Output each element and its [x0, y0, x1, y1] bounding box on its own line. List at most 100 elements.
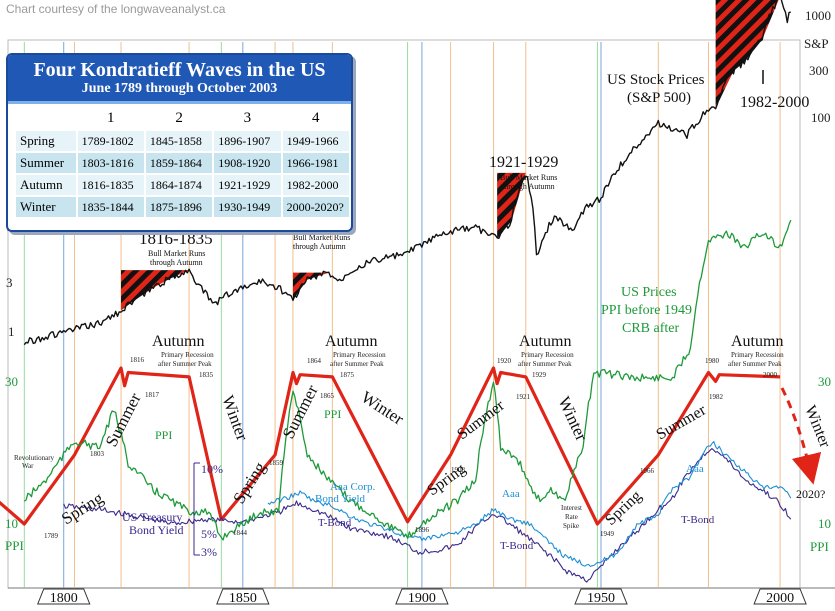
season-spring-2: Spring — [229, 458, 269, 507]
season-winter-4: Winter — [801, 403, 833, 451]
primary-recession-1-l2: after Summer Peak — [158, 360, 212, 368]
year-1982: 1982 — [709, 393, 724, 401]
svg-text:2000: 2000 — [766, 591, 794, 606]
table-cell: 1875-1896 — [145, 197, 213, 217]
table-cell: 1803-1816 — [77, 153, 144, 173]
season-cell: Spring — [16, 131, 76, 151]
ppi-line — [23, 219, 792, 541]
x-tick-1800: 1800 — [36, 588, 91, 606]
table-title: Four Kondratieff Waves in the US — [33, 59, 326, 81]
label-aaa-corp-1: Aaa Corp. — [330, 481, 375, 493]
bull-label-1921-1929: 1921-1929 — [489, 154, 558, 171]
bull-market-area-1 — [121, 270, 190, 311]
table-row: Autumn 1816-1835 1864-1874 1921-1929 198… — [16, 175, 349, 195]
right-tick-ppi-10: 10 — [818, 516, 831, 531]
year-1817: 1817 — [145, 391, 160, 399]
table-header-3: 3 — [243, 110, 252, 126]
table-cell: 1982-2000 — [282, 175, 349, 195]
wave-table: 1 2 3 4 Spring 1789-1802 1845-1858 1896-… — [14, 106, 351, 219]
table-cell: 1896-1907 — [214, 131, 281, 151]
left-tick-ppi-10: 10 — [5, 516, 18, 531]
year-1980: 1980 — [705, 357, 720, 365]
primary-recession-4-l2: after Summer Peak — [728, 360, 782, 368]
table-cell: 1816-1835 — [77, 175, 144, 195]
chart-credit: Chart courtesy of the longwaveanalyst.ca — [6, 2, 226, 16]
table-row: Summer 1803-1816 1859-1864 1908-1920 196… — [16, 153, 349, 173]
right-tick-ppi-30: 30 — [818, 374, 831, 389]
bull-note-1-line1: Bull Market Runs — [148, 249, 205, 258]
label-aaa-2: Aaa — [502, 488, 520, 500]
label-aaa-corp-2: Bond Yield — [315, 493, 366, 505]
label-tbond-1: T-Bond — [318, 517, 352, 529]
year-1875: 1875 — [340, 371, 355, 379]
svg-text:1900: 1900 — [408, 591, 436, 606]
year-1864: 1864 — [307, 357, 322, 365]
table-cell: 2000-2020? — [282, 197, 349, 217]
label-crb-after: CRB after — [622, 321, 679, 336]
year-1865: 1865 — [320, 392, 335, 400]
bull-note-3-line2: through Autumn — [502, 182, 555, 191]
table-header-blank — [16, 108, 76, 129]
season-autumn-2: Autumn — [325, 333, 377, 350]
season-winter-1: Winter — [218, 393, 252, 444]
primary-recession-3-l1: Primary Recession — [521, 351, 574, 359]
year-1966: 1966 — [640, 467, 655, 475]
primary-recession-2-l1: Primary Recession — [333, 351, 386, 359]
sp500-line — [23, 0, 792, 346]
label-2020-forecast: 2020? — [796, 487, 825, 501]
year-1803: 1803 — [90, 450, 105, 458]
season-winter-2: Winter — [358, 387, 408, 428]
table-box-header: Four Kondratieff Waves in the US June 17… — [8, 55, 351, 104]
year-1921: 1921 — [516, 393, 531, 401]
bull-note-2-line1: Bull Market Runs — [293, 233, 350, 242]
year-1859: 1859 — [269, 459, 284, 467]
winter-forecast-arrow — [780, 387, 822, 485]
label-sp500: (S&P 500) — [627, 90, 691, 106]
label-us-prices: US Prices — [621, 285, 677, 300]
label-tbond-3: T-Bond — [681, 514, 715, 526]
bull-market-area-2 — [292, 272, 329, 300]
year-1920: 1920 — [497, 357, 512, 365]
year-1789: 1789 — [44, 532, 59, 540]
year-1949: 1949 — [600, 530, 615, 538]
svg-text:1850: 1850 — [229, 591, 257, 606]
svg-text:1800: 1800 — [50, 591, 78, 606]
year-1896: 1896 — [415, 526, 430, 534]
season-autumn-4: Autumn — [731, 333, 783, 350]
kondratieff-table-box: Four Kondratieff Waves in the US June 17… — [6, 53, 353, 232]
note-revolutionary-war-2: War — [22, 462, 34, 470]
bull-market-area-4 — [715, 0, 779, 109]
bull-note-1-line2: through Autumn — [150, 258, 203, 267]
label-tbond-2: T-Bond — [500, 540, 534, 552]
x-tick-1850: 1850 — [216, 588, 270, 606]
x-axis-ticks: 1800 1850 1900 1950 2000 — [36, 588, 807, 606]
year-1844: 1844 — [233, 529, 248, 537]
label-aaa-3: Aaa — [686, 463, 704, 475]
table-header-1: 1 — [106, 110, 115, 126]
yield-tick-3pct: 3% — [201, 545, 217, 559]
primary-recession-4-l1: Primary Recession — [731, 351, 784, 359]
label-us-treasury-1: US Treasury — [122, 510, 182, 524]
left-axis-label-ppi: PPI — [5, 538, 24, 553]
season-cell: Summer — [16, 153, 76, 173]
year-1816: 1816 — [130, 356, 145, 364]
season-autumn-1: Autumn — [152, 333, 204, 350]
left-tick-3: 3 — [6, 275, 13, 290]
table-cell: 1859-1864 — [145, 153, 213, 173]
aaa-line — [267, 440, 792, 567]
label-ppi-before-1949: PPI before 1949 — [601, 303, 692, 318]
left-tick-ppi-30: 30 — [5, 374, 18, 389]
label-ppi-2: PPI — [324, 407, 341, 421]
table-header-2: 2 — [175, 110, 183, 126]
left-tick-1: 1 — [8, 324, 15, 339]
note-interest-rate-1: Interest — [561, 504, 582, 512]
svg-text:1950: 1950 — [587, 591, 615, 606]
right-axis-label-ppi: PPI — [810, 539, 829, 554]
x-tick-1900: 1900 — [395, 588, 449, 606]
bull-label-1982-2000: 1982-2000 — [740, 94, 809, 111]
year-1908: 1908 — [451, 466, 466, 474]
primary-recession-1-l1: Primary Recession — [161, 351, 214, 359]
bull-note-2-line2: through Autumn — [293, 242, 346, 251]
season-cell: Autumn — [16, 175, 76, 195]
table-row: Spring 1789-1802 1845-1858 1896-1907 194… — [16, 131, 349, 151]
